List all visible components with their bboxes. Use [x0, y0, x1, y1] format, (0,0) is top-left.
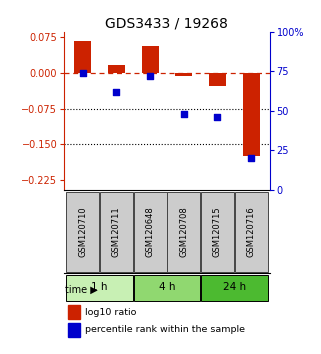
- Title: GDS3433 / 19268: GDS3433 / 19268: [106, 17, 228, 31]
- Bar: [243, 73, 260, 156]
- Text: GSM120715: GSM120715: [213, 206, 222, 257]
- Text: GSM120708: GSM120708: [179, 206, 188, 257]
- Text: GSM120716: GSM120716: [247, 206, 256, 257]
- Bar: [74, 41, 91, 73]
- Bar: [108, 65, 125, 73]
- Bar: [68, 305, 80, 319]
- FancyBboxPatch shape: [100, 192, 133, 273]
- Text: log10 ratio: log10 ratio: [85, 308, 136, 316]
- Text: 1 h: 1 h: [91, 282, 108, 292]
- Text: 4 h: 4 h: [159, 282, 175, 292]
- FancyBboxPatch shape: [134, 275, 200, 301]
- FancyBboxPatch shape: [134, 192, 167, 273]
- FancyBboxPatch shape: [167, 192, 200, 273]
- FancyBboxPatch shape: [66, 192, 99, 273]
- FancyBboxPatch shape: [201, 275, 268, 301]
- Point: [114, 89, 119, 95]
- Text: percentile rank within the sample: percentile rank within the sample: [85, 325, 245, 334]
- Point: [248, 155, 254, 161]
- FancyBboxPatch shape: [201, 192, 234, 273]
- Text: GSM120648: GSM120648: [146, 206, 155, 257]
- Text: time ▶: time ▶: [65, 284, 97, 294]
- Text: 24 h: 24 h: [223, 282, 246, 292]
- Bar: [142, 46, 159, 73]
- Bar: [209, 73, 226, 86]
- Bar: [175, 73, 192, 76]
- Text: GSM120711: GSM120711: [112, 206, 121, 257]
- Text: GSM120710: GSM120710: [78, 206, 87, 257]
- Bar: [68, 322, 80, 337]
- FancyBboxPatch shape: [235, 192, 268, 273]
- Point: [215, 114, 220, 120]
- FancyBboxPatch shape: [66, 275, 133, 301]
- Point: [181, 111, 186, 117]
- Point: [80, 70, 85, 76]
- Point: [148, 73, 153, 79]
